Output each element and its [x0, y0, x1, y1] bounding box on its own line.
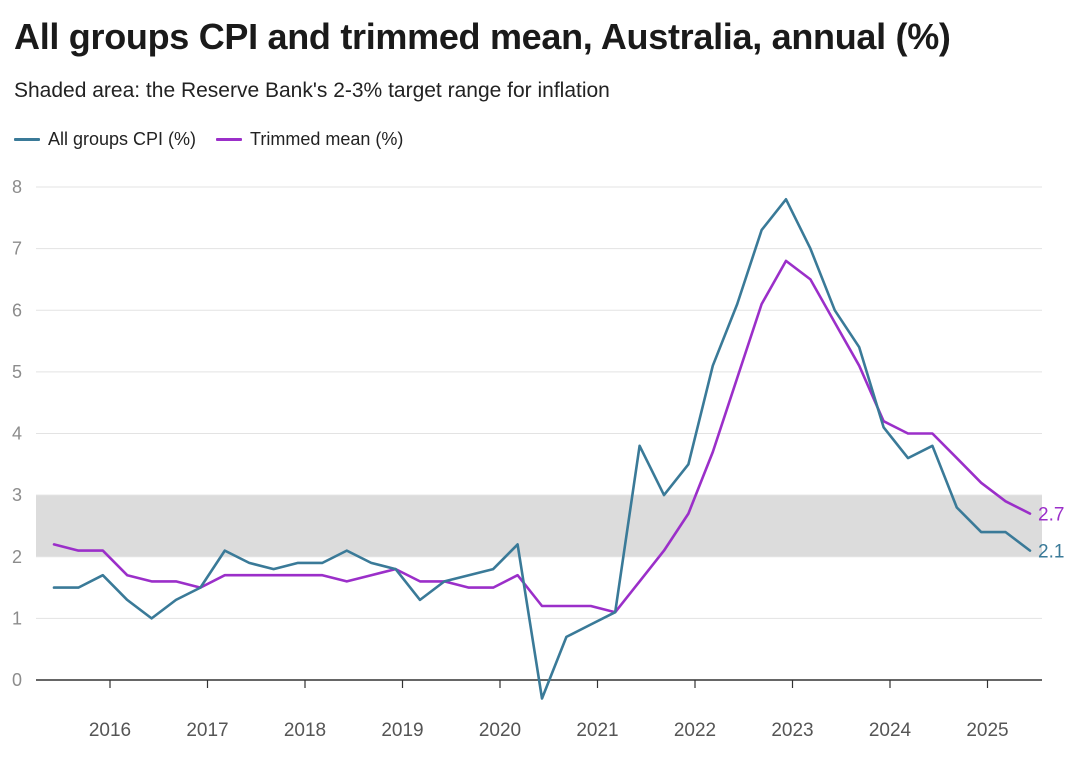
legend-item-trimmed: Trimmed mean (%): [216, 129, 403, 150]
y-tick-label: 1: [12, 608, 22, 628]
y-tick-label: 0: [12, 670, 22, 690]
legend-label-cpi: All groups CPI (%): [48, 129, 197, 149]
y-tick-label: 3: [12, 485, 22, 505]
end-label-cpi: 2.1: [1038, 542, 1064, 563]
x-tick-label: 2021: [576, 720, 618, 741]
x-tick-label: 2018: [284, 720, 326, 741]
x-axis: 2016 2017 2018 2019 2020 2021 2022 2023 2024 2025: [36, 679, 1042, 741]
x-tick-label: 2016: [89, 720, 131, 741]
y-tick-label: 6: [12, 300, 22, 320]
y-tick-label: 8: [12, 177, 22, 197]
legend: All groups CPI (%) Trimmed mean (%): [14, 129, 423, 150]
x-tick-label: 2017: [186, 720, 228, 741]
gridlines: 0 1 2 3 4 5 6 7 8: [12, 177, 1042, 690]
y-tick-label: 7: [12, 239, 22, 259]
x-tick-label: 2022: [674, 720, 716, 741]
y-tick-label: 2: [12, 547, 22, 567]
end-labels: 2.1 2.7: [1038, 505, 1064, 563]
legend-item-cpi: All groups CPI (%): [14, 129, 196, 150]
series-line-cpi: [52, 198, 1032, 700]
y-tick-label: 5: [12, 362, 22, 382]
target-band: [36, 495, 1042, 557]
target-band-layer: [36, 495, 1042, 557]
end-label-trimmed: 2.7: [1038, 505, 1064, 526]
x-tick-label: 2024: [869, 720, 912, 741]
x-tick-label: 2023: [771, 720, 813, 741]
chart-title: All groups CPI and trimmed mean, Austral…: [14, 16, 951, 57]
y-tick-label: 4: [12, 424, 22, 444]
series-line-trimmed: [52, 259, 1032, 614]
series-lines: [52, 198, 1032, 700]
x-tick-label: 2025: [966, 720, 1008, 741]
legend-swatch-cpi: [14, 138, 40, 141]
legend-label-trimmed: Trimmed mean (%): [250, 129, 404, 149]
x-tick-label: 2019: [381, 720, 423, 741]
legend-swatch-trimmed: [216, 138, 243, 141]
x-tick-label: 2020: [479, 720, 521, 741]
chart-subtitle: Shaded area: the Reserve Bank's 2-3% tar…: [14, 79, 610, 102]
